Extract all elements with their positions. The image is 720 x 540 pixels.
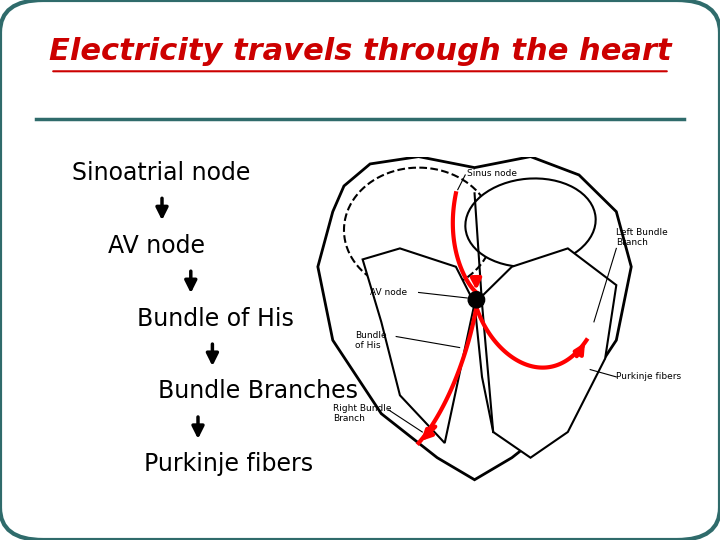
Polygon shape	[318, 157, 631, 480]
Text: Electricity travels through the heart: Electricity travels through the heart	[49, 37, 671, 66]
Text: Purkinje fibers: Purkinje fibers	[616, 373, 681, 381]
Polygon shape	[474, 248, 616, 458]
Text: AV node: AV node	[108, 234, 205, 258]
Text: Left Bundle
Branch: Left Bundle Branch	[616, 228, 668, 247]
Ellipse shape	[465, 178, 595, 267]
Polygon shape	[363, 248, 474, 443]
Text: AV node: AV node	[370, 288, 408, 297]
Text: Bundle Branches: Bundle Branches	[158, 380, 359, 403]
Text: Right Bundle
Branch: Right Bundle Branch	[333, 404, 391, 423]
Text: Purkinje fibers: Purkinje fibers	[144, 453, 313, 476]
Text: Bundle
of His: Bundle of His	[355, 330, 387, 350]
Text: Sinus node: Sinus node	[467, 168, 517, 178]
Text: Sinoatrial node: Sinoatrial node	[72, 161, 251, 185]
Circle shape	[468, 292, 485, 308]
Text: Bundle of His: Bundle of His	[137, 307, 294, 330]
